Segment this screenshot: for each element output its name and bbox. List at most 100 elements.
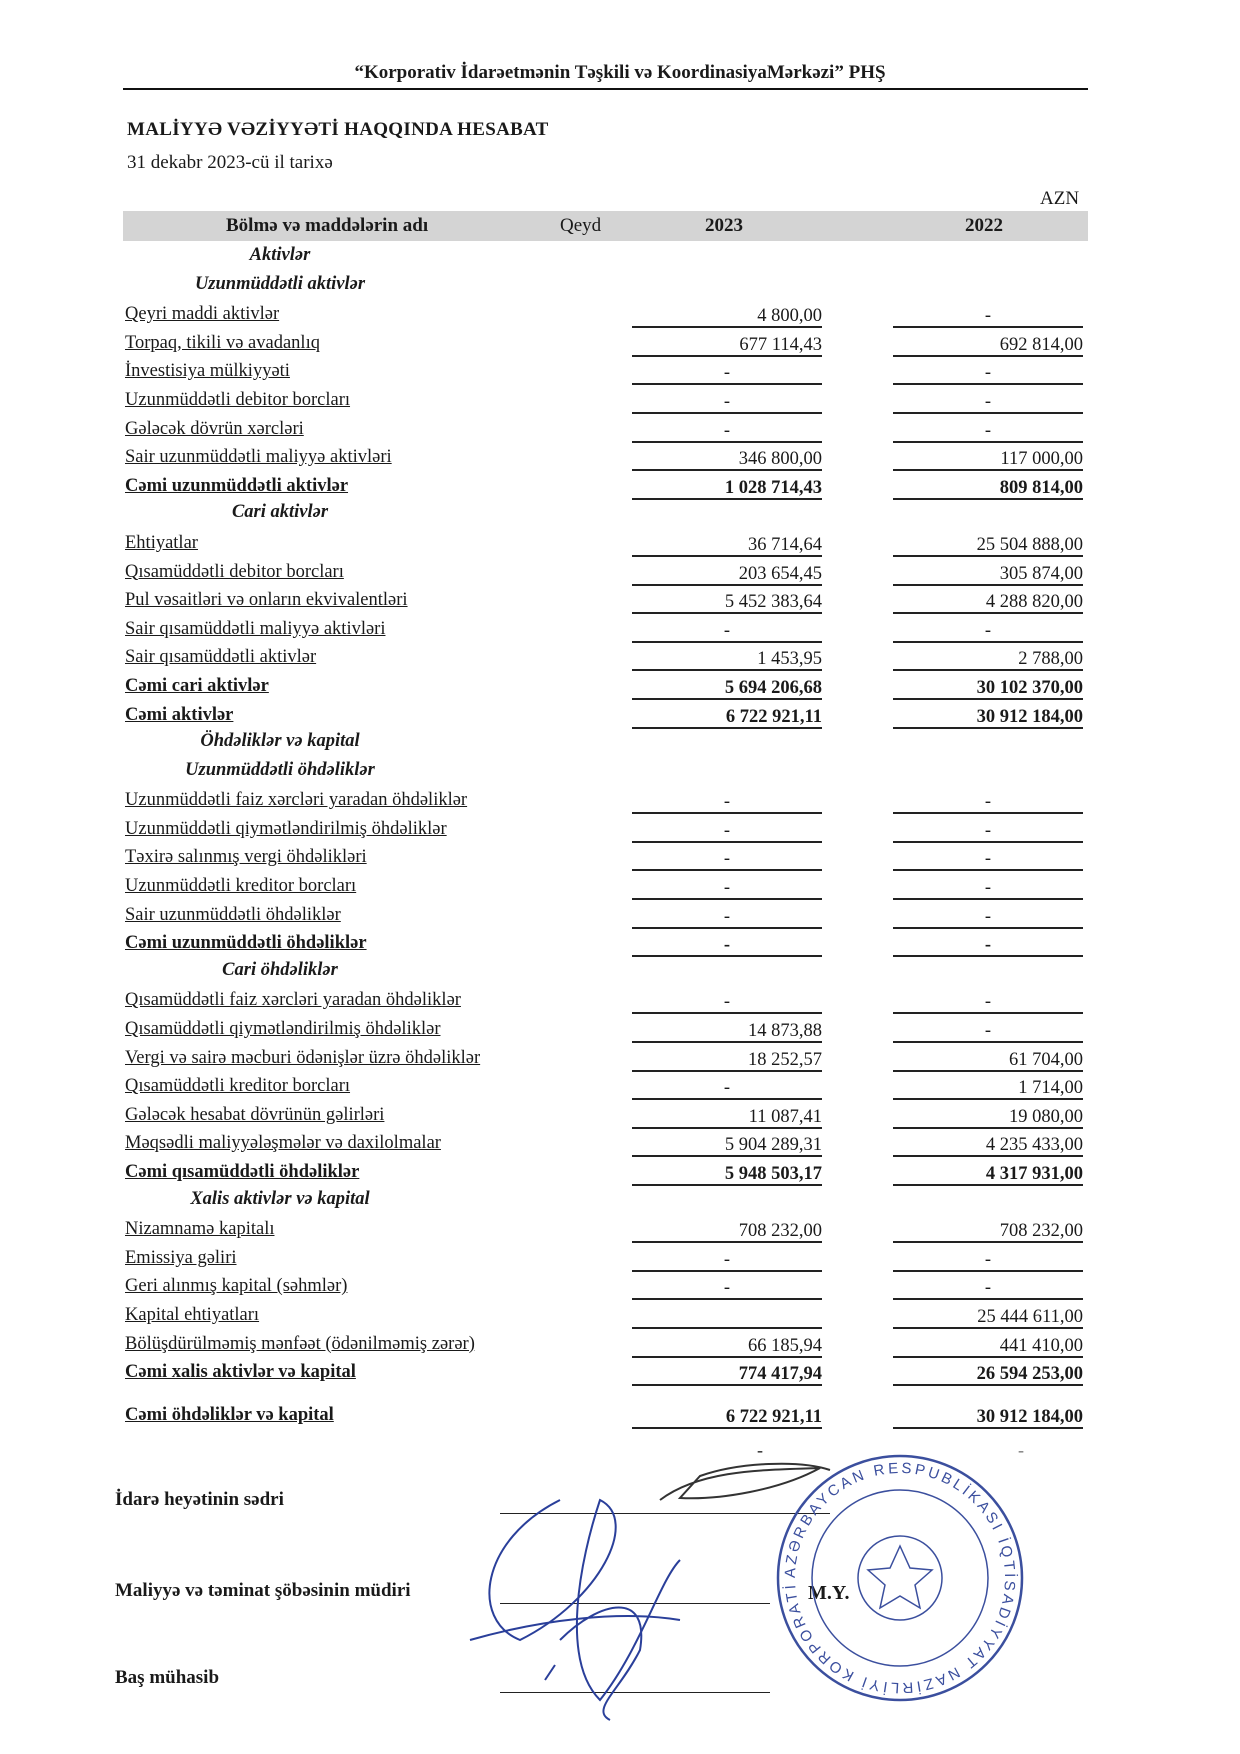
value-2023: 677 114,43	[632, 335, 822, 357]
total-row: Cəmi uzunmüddətli öhdəliklər - -	[0, 927, 1240, 958]
value-2023	[632, 1307, 822, 1329]
table-row: Ehtiyatlar 36 714,64 25 504 888,00	[0, 527, 1240, 557]
value-2022: 809 814,00	[893, 478, 1083, 500]
table-row: Sair qısamüddətli aktivlər 1 453,95 2 788,…	[0, 641, 1240, 672]
value-2022: -	[893, 392, 1083, 414]
total-row: Cəmi cari aktivlər 5 694 206,68 30 102 370…	[0, 670, 1240, 700]
value-2022: -	[893, 421, 1083, 443]
value-2023: -	[632, 907, 822, 929]
table-row: Uzunmüddətli debitor borcları - -	[0, 384, 1240, 414]
value-2023: 5 694 206,68	[632, 678, 822, 700]
value-2022: 2 788,00	[893, 649, 1083, 672]
value-2023: 36 714,64	[632, 535, 822, 557]
organization-header: “Korporativ İdarəetmənin Təşkili və Koor…	[354, 62, 886, 83]
line-item-label: Cəmi öhdəliklər və kapital	[125, 1404, 334, 1425]
line-item-label: Uzunmüddətli kreditor borcları	[125, 876, 357, 897]
line-item-label: Təxirə salınmış vergi öhdəlikləri	[125, 847, 367, 868]
chief-accountant-label: Baş mühasib	[115, 1667, 220, 1688]
value-2023: 18 252,57	[632, 1050, 822, 1072]
stamp-mark: M.Y.	[808, 1582, 850, 1604]
value-2023: -	[632, 1078, 822, 1101]
line-item-label: Məqsədli maliyyələşmələr və daxilolmalar	[125, 1133, 441, 1154]
value-2022: -	[893, 907, 1083, 929]
section-heading-row: Uzunmüddətli aktivlər	[0, 270, 1240, 299]
value-2023: -	[632, 792, 822, 815]
line-item-label: Qısamüddətli debitor borcları	[125, 561, 344, 582]
section-heading-row: Cari öhdəliklər	[0, 956, 1240, 985]
value-2023: 14 873,88	[632, 1021, 822, 1044]
table-row: Kapital ehtiyatları 25 444 611,00	[0, 1299, 1240, 1329]
report-date: 31 dekabr 2023-cü il tarixə	[127, 152, 333, 173]
line-item-label: Cəmi aktivlər	[125, 704, 234, 725]
line-item-label: Gələcək dövrün xərcləri	[125, 418, 304, 439]
value-2022: -	[893, 1021, 1083, 1044]
line-item-label: Torpaq, tikili və avadanlıq	[125, 332, 320, 353]
value-2023: -	[632, 421, 822, 443]
finance-head-label: Maliyyə və təminat şöbəsinin müdiri	[115, 1580, 411, 1601]
table-row: Uzunmüddətli qiymətləndirilmiş öhdəliklə…	[0, 813, 1240, 843]
value-2022: 30 912 184,00	[893, 707, 1083, 729]
value-2022: 1 714,00	[893, 1078, 1083, 1101]
after-total-2023: -	[757, 1440, 763, 1460]
value-2023: -	[632, 1278, 822, 1301]
value-2023: -	[632, 392, 822, 414]
column-header-2023: 2023	[705, 215, 743, 236]
table-row: Məqsədli maliyyələşmələr və daxilolmalar…	[0, 1127, 1240, 1158]
value-2023: 1 453,95	[632, 649, 822, 672]
line-item-label: Qısamüddətli qiymətləndirilmiş öhdəliklə…	[125, 1019, 441, 1040]
value-2022: -	[893, 1250, 1083, 1272]
section-heading-row: Aktivlər	[0, 241, 1240, 270]
value-2022: 692 814,00	[893, 335, 1083, 357]
value-2022: -	[893, 849, 1083, 872]
value-2022: 708 232,00	[893, 1221, 1083, 1244]
line-item-label: Cəmi uzunmüddətli öhdəliklər	[125, 933, 367, 954]
table-row: Qısamüddətli debitor borcları 203 654,45 3…	[0, 556, 1240, 586]
line-item-label: Cəmi cari aktivlər	[125, 675, 269, 696]
table-row: Sair qısamüddətli maliyyə aktivləri - -	[0, 613, 1240, 643]
value-2022: 4 288 820,00	[893, 592, 1083, 615]
line-item-label: Emissiya gəliri	[125, 1247, 237, 1268]
value-2023: -	[632, 621, 822, 643]
value-2022: 4 317 931,00	[893, 1164, 1083, 1186]
line-item-label: Bölüşdürülməmiş mənfəət (ödənilməmiş zər…	[125, 1333, 475, 1354]
section-heading: Cari öhdəliklər	[222, 959, 338, 980]
value-2022: 26 594 253,00	[893, 1364, 1083, 1387]
section-heading-row: Öhdəliklər və kapital	[0, 727, 1240, 756]
column-header-note: Qeyd	[560, 215, 602, 236]
line-item-label: İnvestisiya mülkiyyəti	[125, 361, 290, 382]
line-item-label: Qeyri maddi aktivlər	[125, 304, 280, 325]
after-total-2022: -	[1018, 1440, 1024, 1460]
line-item-label: Sair qısamüddətli aktivlər	[125, 647, 317, 668]
total-row: Cəmi öhdəliklər və kapital 6 722 921,11 30…	[0, 1399, 1240, 1429]
line-item-label: Ehtiyatlar	[125, 532, 198, 553]
table-row: Qısamüddətli kreditor borcları - 1 714,00	[0, 1070, 1240, 1101]
value-2023: 346 800,00	[632, 449, 822, 472]
section-heading: Öhdəliklər və kapital	[200, 731, 360, 752]
line-item-label: Gələcək hesabat dövrünün gəlirləri	[125, 1104, 385, 1125]
section-heading: Uzunmüddətli aktivlər	[194, 273, 366, 294]
value-2022: -	[893, 821, 1083, 843]
value-2023: -	[632, 935, 822, 958]
section-heading: Cari aktivlər	[231, 502, 329, 523]
value-2022: 25 504 888,00	[893, 535, 1083, 557]
column-header-2022: 2022	[965, 215, 1003, 236]
total-row: Cəmi aktivlər 6 722 921,11 30 912 184,00	[0, 699, 1240, 729]
table-row: Təxirə salınmış vergi öhdəlikləri - -	[0, 841, 1240, 872]
table-row: Gələcək hesabat dövrünün gəlirləri 11 087…	[0, 1099, 1240, 1129]
line-item-label: Sair uzunmüddətli öhdəliklər	[125, 904, 341, 925]
line-item-label: Cəmi xalis aktivlər və kapital	[125, 1362, 356, 1383]
table-row: Vergi və sairə məcburi ödənişlər üzrə öh…	[0, 1042, 1240, 1072]
table-row: Geri alınmış kapital (səhmlər) - -	[0, 1270, 1240, 1301]
line-item-label: Cəmi qısamüddətli öhdəliklər	[125, 1162, 360, 1182]
official-stamp: AZƏRBAYCAN RESPUBLİKASI İQTİSADİYYAT NAZ…	[0, 0, 1024, 1702]
balance-sheet-table: Aktivlər Uzunmüddətli aktivlər Qeyri maddi…	[0, 241, 1240, 1429]
total-row: Cəmi qısamüddətli öhdəliklər 5 948 503,17…	[0, 1156, 1240, 1186]
value-2023: 6 722 921,11	[632, 707, 822, 729]
value-2022: -	[893, 878, 1083, 901]
section-heading: Aktivlər	[249, 245, 311, 265]
value-2023: 5 948 503,17	[632, 1164, 822, 1186]
table-header: Bölmə və maddələrin adı Qeyd 2023 2022	[123, 211, 1088, 241]
table-row: Gələcək dövrün xərcləri - -	[0, 413, 1240, 443]
